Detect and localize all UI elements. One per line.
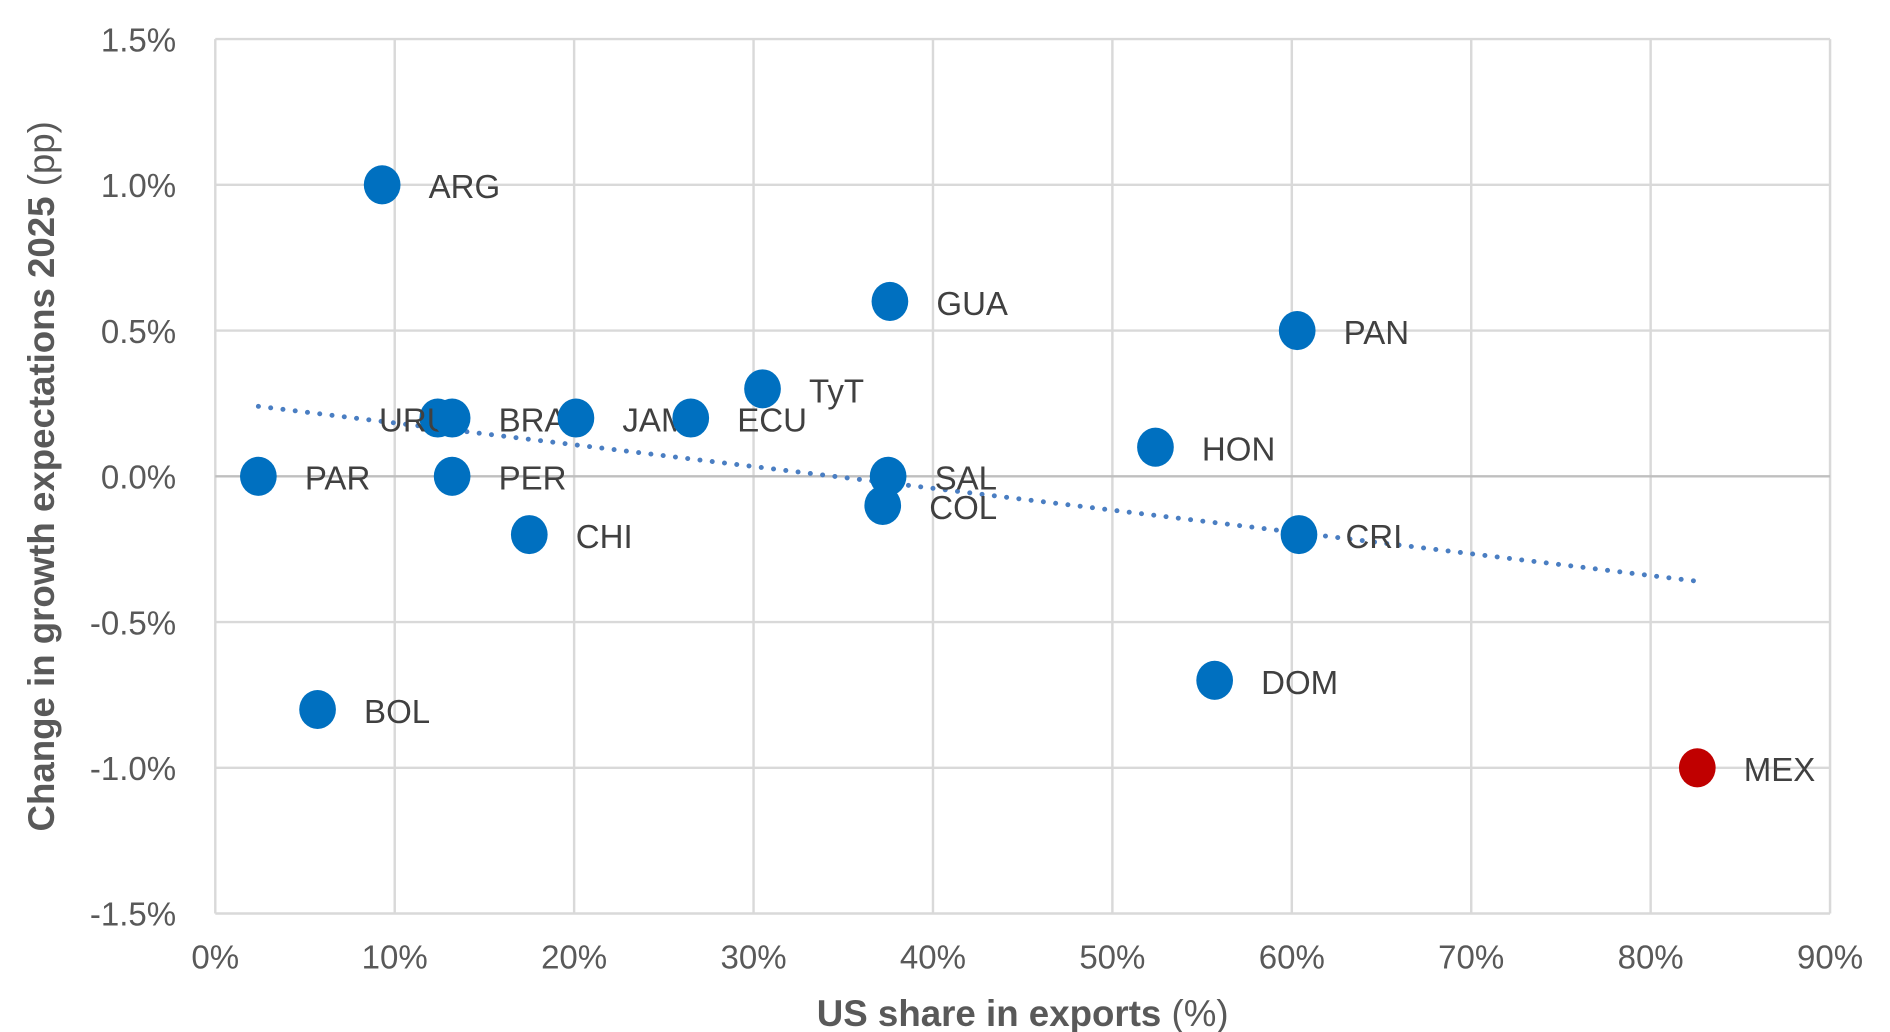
- y-tick-label: -1.0%: [90, 750, 176, 787]
- data-label-col: COL: [929, 489, 997, 526]
- data-point-pan: [1278, 311, 1316, 351]
- y-tick-label: 0.5%: [101, 313, 176, 350]
- data-label-arg: ARG: [429, 168, 501, 205]
- data-point-hon: [1137, 427, 1174, 467]
- x-tick-label: 10%: [362, 939, 428, 976]
- data-label-dom: DOM: [1261, 664, 1338, 701]
- data-label-gua: GUA: [936, 285, 1008, 322]
- x-tick-label: 0%: [191, 939, 239, 976]
- data-point-per: [433, 456, 471, 496]
- data-label-hon: HON: [1202, 431, 1275, 468]
- x-tick-label: 50%: [1079, 939, 1145, 976]
- y-tick-label: -1.5%: [90, 896, 176, 933]
- data-label-pan: PAN: [1344, 314, 1409, 351]
- x-axis-title: US share in exports (%): [817, 993, 1229, 1032]
- y-axis-title: Change in growth expectations 2025 (pp): [21, 121, 62, 831]
- data-label-mex: MEX: [1744, 751, 1816, 788]
- data-point-chi: [510, 515, 548, 555]
- x-tick-label: 60%: [1259, 939, 1325, 976]
- data-point-col: [864, 485, 902, 525]
- data-point-arg: [363, 165, 401, 205]
- y-tick-label: 1.0%: [101, 167, 176, 204]
- x-tick-label: 30%: [720, 939, 786, 976]
- data-point-cri: [1280, 515, 1318, 555]
- data-point-bol: [299, 689, 336, 730]
- data-point-tyt: [744, 369, 781, 409]
- x-tick-label: 80%: [1618, 939, 1684, 976]
- x-tick-label: 90%: [1797, 939, 1863, 976]
- tick-labels: 0% 10% 20% 30% 40% 50% 60% 70% 80% 90% 1.5% 1.0% 0.5…: [90, 21, 1863, 975]
- x-tick-label: 20%: [541, 939, 607, 976]
- gridlines: [214, 37, 1832, 915]
- data-label-ecu: ECU: [737, 401, 807, 438]
- data-label-cri: CRI: [1345, 518, 1402, 555]
- data-point-dom: [1196, 660, 1234, 700]
- x-tick-label: 70%: [1438, 939, 1504, 976]
- data-point-ecu: [672, 398, 710, 438]
- y-tick-label: -0.5%: [90, 604, 176, 641]
- data-point-jam: [557, 398, 595, 438]
- data-point-par: [240, 456, 277, 496]
- data-point-mex: [1678, 748, 1716, 788]
- x-tick-label: 40%: [900, 939, 966, 976]
- data-label-chi: CHI: [576, 518, 633, 555]
- data-label-per: PER: [499, 460, 567, 497]
- data-label-sal: SAL: [935, 460, 997, 497]
- data-point-bra: [433, 398, 471, 438]
- y-tick-label: 1.5%: [101, 21, 176, 58]
- data-point-gua: [871, 281, 909, 321]
- data-label-bol: BOL: [364, 693, 430, 730]
- y-tick-label: 0.0%: [101, 459, 176, 496]
- data-label-par: PAR: [305, 460, 370, 497]
- data-label-tyt: TyT: [809, 372, 864, 409]
- data-label-bra: BRA: [499, 401, 567, 438]
- data-point-sal: [869, 456, 907, 496]
